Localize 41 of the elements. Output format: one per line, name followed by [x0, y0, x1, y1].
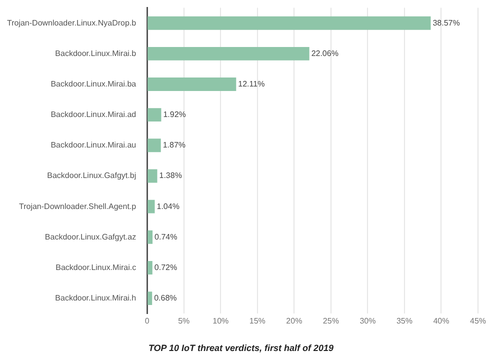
bar	[148, 78, 236, 91]
bar	[148, 108, 162, 122]
data-label: 1.87%	[162, 140, 186, 150]
bar	[148, 292, 152, 306]
x-tick-label: 20%	[286, 316, 302, 326]
text: TOP 10 IoT threat verdicts, first half of 2019	[148, 343, 334, 354]
y-tick-label: Backdoor.Linux.Mirai.ba	[50, 79, 137, 88]
data-label: 0.72%	[154, 262, 178, 272]
y-tick-label: Backdoor.Linux.Mirai.c	[56, 262, 136, 272]
bar	[148, 200, 155, 214]
y-tick-label: Trojan-Downloader.Linux.NyaDrop.b	[6, 18, 137, 28]
y-tick-label: Backdoor.Linux.Mirai.au	[50, 140, 136, 150]
bar	[148, 169, 158, 183]
y-tick-label: Trojan-Downloader.Shell.Agent.p	[18, 202, 137, 211]
x-tick-label: 35%	[396, 316, 412, 326]
data-label: 1.04%	[156, 202, 180, 211]
bar	[148, 261, 152, 274]
bar	[148, 230, 153, 244]
data-label: 1.38%	[159, 171, 182, 180]
data-label: 38.57%	[432, 18, 460, 28]
y-tick-label: Backdoor.Linux.Mirai.b	[55, 48, 137, 58]
y-tick-label: Backdoor.Linux.Mirai.h	[55, 294, 136, 303]
data-label: 1.92%	[163, 110, 186, 120]
y-tick-label: Backdoor.Linux.Gafgyt.az	[44, 232, 136, 242]
x-tick-label: 10%	[212, 316, 229, 326]
y-tick-label: Backdoor.Linux.Gafgyt.bj	[47, 171, 136, 180]
y-tick-label: Backdoor.Linux.Mirai.ad	[50, 110, 136, 120]
bar	[148, 46, 310, 60]
bar	[148, 16, 431, 30]
x-tick-label: 25%	[322, 316, 339, 326]
bar	[148, 138, 161, 152]
data-label: 22.06%	[311, 48, 338, 58]
x-tick-label: 15%	[249, 316, 266, 326]
x-tick-label: 5%	[178, 316, 190, 326]
x-tick-label: 30%	[360, 316, 376, 326]
x-tick-label: 40%	[433, 316, 450, 326]
data-label: 0.74%	[154, 232, 178, 242]
data-label: 12.11%	[238, 79, 265, 88]
x-tick-label: 0	[144, 316, 150, 326]
x-tick-label: 45%	[470, 316, 486, 326]
data-label: 0.68%	[154, 294, 177, 303]
